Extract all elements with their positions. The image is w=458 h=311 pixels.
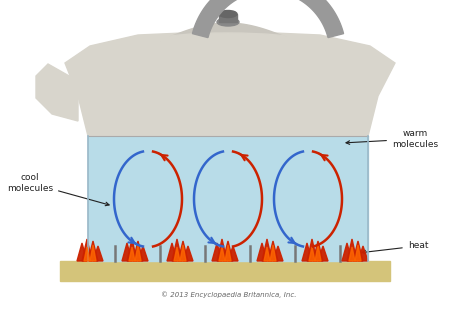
Polygon shape: [178, 241, 188, 261]
Polygon shape: [192, 0, 344, 38]
Polygon shape: [180, 245, 186, 261]
Polygon shape: [122, 243, 132, 261]
Polygon shape: [167, 243, 177, 261]
Polygon shape: [270, 245, 276, 261]
Ellipse shape: [217, 18, 239, 26]
Text: cool
molecules: cool molecules: [7, 173, 109, 206]
Polygon shape: [129, 247, 135, 261]
Polygon shape: [133, 241, 143, 261]
Text: © 2013 Encyclopaedia Britannica, Inc.: © 2013 Encyclopaedia Britannica, Inc.: [161, 292, 297, 298]
Polygon shape: [273, 246, 283, 261]
Polygon shape: [88, 136, 368, 261]
Polygon shape: [307, 239, 317, 261]
Text: heat: heat: [362, 242, 428, 254]
Bar: [219, 14, 237, 22]
Polygon shape: [347, 239, 357, 261]
Polygon shape: [135, 245, 141, 261]
Polygon shape: [228, 246, 238, 261]
Polygon shape: [138, 246, 148, 261]
Polygon shape: [88, 241, 98, 261]
Ellipse shape: [219, 11, 237, 17]
Polygon shape: [127, 239, 137, 261]
Polygon shape: [36, 64, 78, 121]
Polygon shape: [318, 246, 328, 261]
Polygon shape: [302, 243, 312, 261]
Bar: [60, 261, 390, 281]
Polygon shape: [309, 247, 315, 261]
Polygon shape: [225, 245, 231, 261]
Polygon shape: [183, 246, 193, 261]
Polygon shape: [264, 247, 270, 261]
Polygon shape: [257, 243, 267, 261]
Polygon shape: [93, 246, 103, 261]
Polygon shape: [90, 245, 96, 261]
Polygon shape: [172, 239, 182, 261]
Polygon shape: [65, 31, 395, 136]
Polygon shape: [349, 247, 355, 261]
Polygon shape: [268, 241, 278, 261]
Ellipse shape: [158, 33, 298, 47]
Polygon shape: [342, 243, 352, 261]
Polygon shape: [174, 247, 180, 261]
Polygon shape: [82, 239, 92, 261]
Polygon shape: [84, 247, 90, 261]
Polygon shape: [219, 247, 225, 261]
Polygon shape: [353, 241, 363, 261]
Polygon shape: [313, 241, 323, 261]
Text: warm
molecules: warm molecules: [346, 129, 438, 149]
Polygon shape: [77, 243, 87, 261]
Polygon shape: [160, 23, 295, 41]
Polygon shape: [262, 239, 272, 261]
Polygon shape: [358, 246, 368, 261]
Polygon shape: [223, 241, 233, 261]
Polygon shape: [217, 239, 227, 261]
Polygon shape: [315, 245, 321, 261]
Polygon shape: [212, 243, 222, 261]
Polygon shape: [355, 245, 361, 261]
